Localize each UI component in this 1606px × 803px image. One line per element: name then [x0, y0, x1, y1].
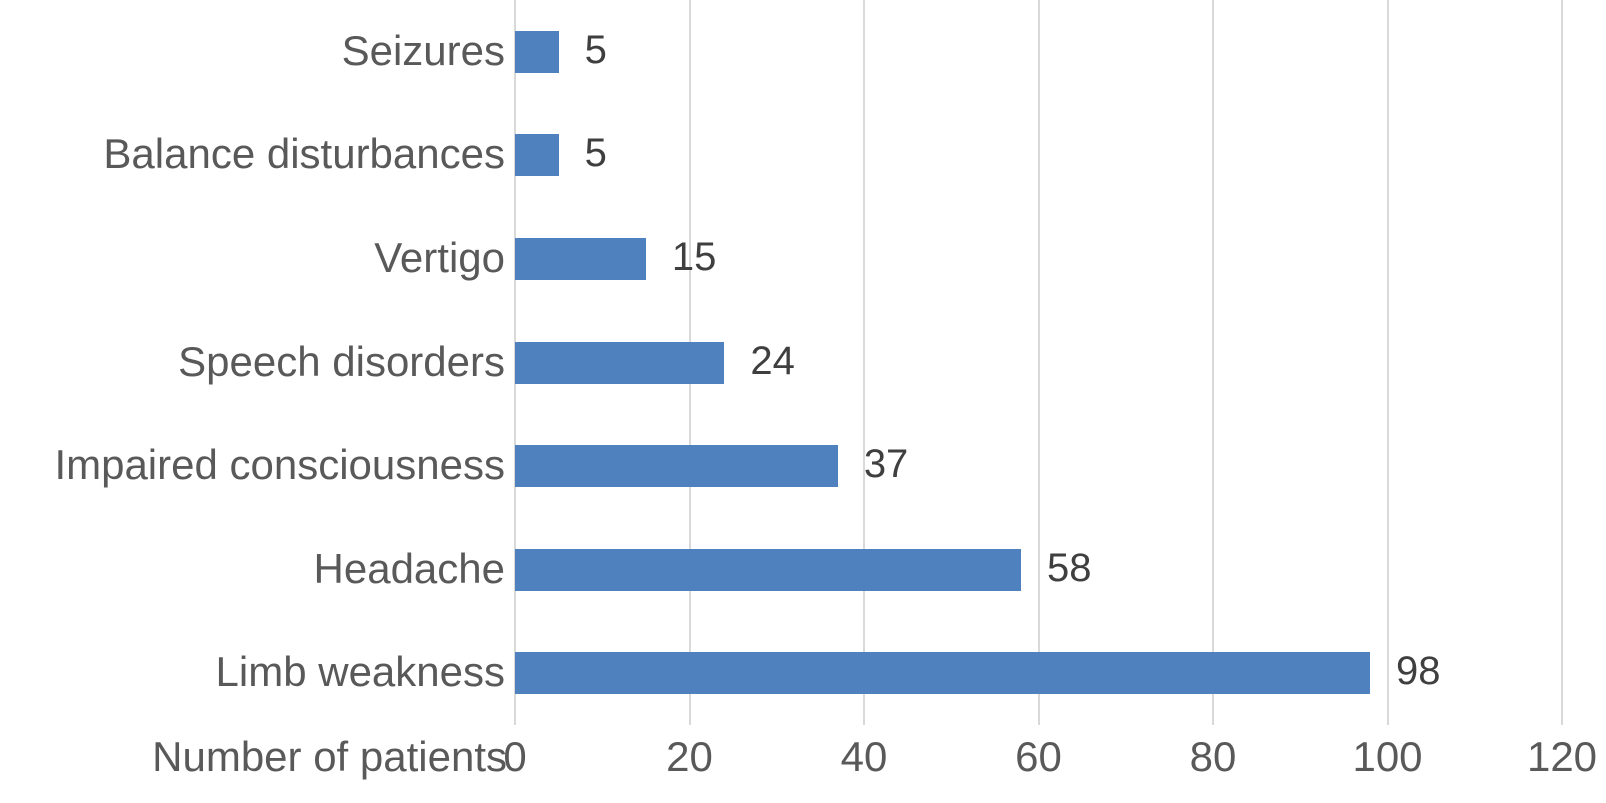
x-tick-label: 60 [1015, 733, 1062, 780]
gridline [1212, 0, 1214, 725]
bar [515, 652, 1371, 695]
value-label: 24 [750, 338, 795, 383]
bar [515, 30, 559, 73]
x-tick-label: 120 [1526, 733, 1598, 780]
category-label: Balance disturbances [103, 130, 505, 178]
x-tick-label: 0 [503, 733, 527, 780]
category-label: Vertigo [374, 233, 505, 281]
x-tick-label: 40 [840, 733, 888, 780]
category-label: Seizures [341, 26, 505, 74]
value-label: 5 [584, 131, 607, 176]
bar [515, 341, 725, 384]
value-label: 58 [1047, 545, 1092, 590]
category-label: Headache [313, 544, 505, 592]
gridline [863, 0, 865, 725]
category-label: Impaired consciousness [54, 441, 505, 489]
x-axis-title: Number of patients [152, 733, 507, 780]
value-label: 37 [863, 442, 909, 487]
category-label: Limb weakness [215, 648, 505, 696]
x-tick-label: 80 [1189, 733, 1237, 780]
bar [515, 548, 1022, 591]
category-label: Speech disorders [178, 337, 505, 385]
x-tick-label: 100 [1352, 733, 1423, 780]
gridline [1561, 0, 1563, 725]
value-label: 98 [1396, 649, 1441, 694]
gridline [1037, 0, 1040, 725]
bar [515, 134, 559, 177]
value-label: 15 [671, 234, 717, 279]
gridline [1386, 0, 1389, 725]
bar [515, 445, 838, 488]
value-label: 5 [584, 27, 607, 72]
x-tick-label: 20 [666, 733, 713, 780]
bar [515, 237, 646, 280]
